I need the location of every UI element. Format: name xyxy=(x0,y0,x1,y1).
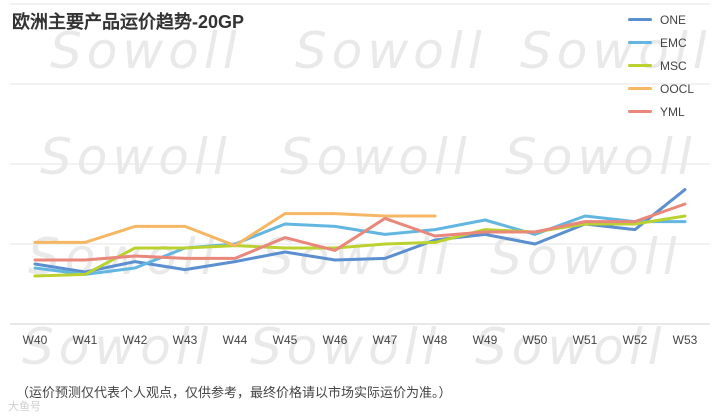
watermark-2: Sowoll xyxy=(295,22,487,80)
chart-title: 欧洲主要产品运价趋势-20GP xyxy=(12,12,245,32)
x-tick-label-w50: W50 xyxy=(523,333,548,347)
legend-item-one: ONE xyxy=(628,8,714,31)
series-line-yml xyxy=(33,202,687,262)
x-tick-label-w51: W51 xyxy=(573,333,598,347)
legend-swatch-oocl xyxy=(628,87,652,90)
legend-item-msc: MSC xyxy=(628,54,714,77)
series-line-msc xyxy=(33,214,687,278)
watermark-5: Sowoll xyxy=(280,128,472,186)
x-tick-label-w52: W52 xyxy=(623,333,648,347)
chart-legend: ONE EMC MSC OOCL YML xyxy=(628,8,714,123)
brand-mark: 大鱼号 xyxy=(8,401,41,413)
legend-item-yml: YML xyxy=(628,100,714,123)
legend-swatch-msc xyxy=(628,64,652,67)
x-tick-label-w46: W46 xyxy=(323,333,348,347)
watermark-1: Sowoll xyxy=(50,22,242,80)
x-tick-label-w44: W44 xyxy=(223,333,248,347)
x-tick-label-w48: W48 xyxy=(423,333,448,347)
legend-swatch-yml xyxy=(628,110,652,113)
series-line-one xyxy=(33,188,687,274)
x-tick-label-w41: W41 xyxy=(73,333,98,347)
watermark-3: Sowoll xyxy=(520,22,712,80)
legend-label-one: ONE xyxy=(660,12,687,27)
x-tick-label-w45: W45 xyxy=(273,333,298,347)
footnote: （运价预测仅代表个人观点，仅供参考，最终价格请以市场实际运价为准。） xyxy=(16,385,452,400)
watermark-11: Sowoll xyxy=(250,318,442,376)
legend-label-yml: YML xyxy=(660,104,685,119)
series-line-oocl xyxy=(33,212,437,248)
watermark-12: Sowoll xyxy=(475,318,667,376)
x-tick-label-w43: W43 xyxy=(173,333,198,347)
legend-label-emc: EMC xyxy=(660,35,687,50)
x-tick-label-w49: W49 xyxy=(473,333,498,347)
x-tick-label-w42: W42 xyxy=(123,333,148,347)
legend-label-msc: MSC xyxy=(660,58,687,73)
x-tick-label-w53: W53 xyxy=(673,333,698,347)
watermark-4: Sowoll xyxy=(40,128,232,186)
watermark-10: Sowoll xyxy=(22,318,214,376)
watermark-6: Sowoll xyxy=(505,128,697,186)
watermark-9: Sowoll xyxy=(490,228,682,286)
legend-item-oocl: OOCL xyxy=(628,77,714,100)
legend-item-emc: EMC xyxy=(628,31,714,54)
x-tick-label-w47: W47 xyxy=(373,333,398,347)
legend-swatch-one xyxy=(628,18,652,21)
legend-swatch-emc xyxy=(628,41,652,44)
legend-label-oocl: OOCL xyxy=(660,81,695,96)
x-tick-label-w40: W40 xyxy=(23,333,48,347)
series-line-emc xyxy=(33,214,687,276)
